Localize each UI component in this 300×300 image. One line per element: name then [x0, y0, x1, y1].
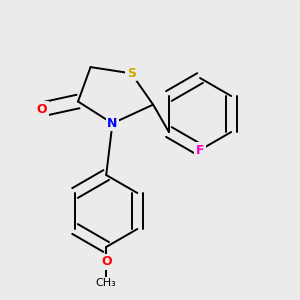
- Text: O: O: [101, 255, 112, 268]
- Text: N: N: [107, 117, 118, 130]
- Text: S: S: [127, 67, 136, 80]
- Text: CH₃: CH₃: [96, 278, 117, 288]
- Text: F: F: [196, 143, 204, 157]
- Text: O: O: [37, 103, 47, 116]
